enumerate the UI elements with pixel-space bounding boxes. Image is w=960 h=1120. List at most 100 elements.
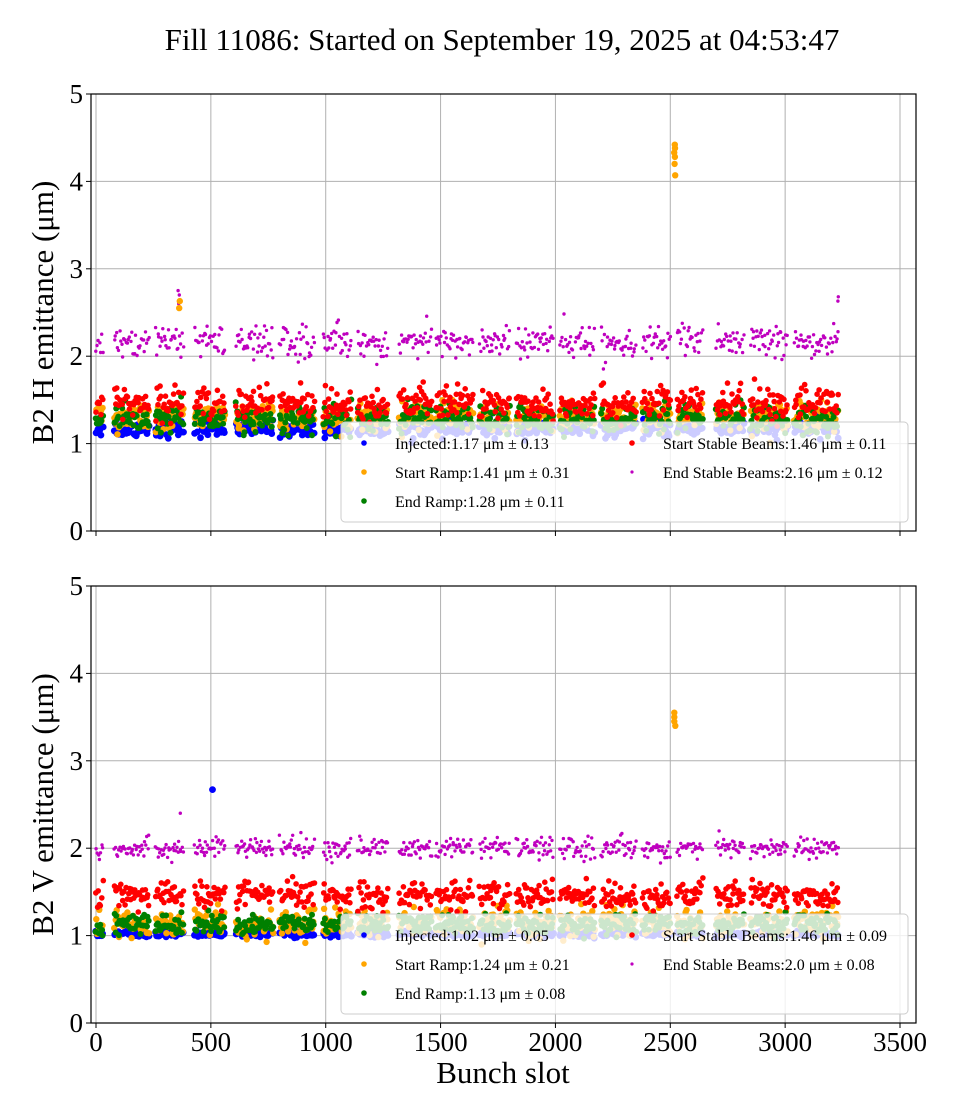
data-point xyxy=(785,333,789,338)
data-point xyxy=(427,902,434,908)
data-point xyxy=(465,885,472,891)
data-point xyxy=(167,346,171,350)
data-point xyxy=(416,384,423,391)
data-point xyxy=(767,411,773,418)
data-point xyxy=(587,396,594,402)
data-point xyxy=(692,346,696,350)
data-point xyxy=(294,403,300,409)
data-point xyxy=(348,886,354,892)
data-point xyxy=(114,431,121,438)
data-point xyxy=(592,326,597,331)
data-point xyxy=(759,408,766,415)
legend-marker xyxy=(361,498,367,504)
data-point xyxy=(591,345,595,349)
data-point xyxy=(462,386,469,392)
data-point xyxy=(491,402,498,408)
data-point xyxy=(442,340,447,345)
data-point xyxy=(450,893,456,900)
data-point xyxy=(721,344,726,348)
data-point xyxy=(737,380,744,387)
data-point xyxy=(192,883,198,889)
data-point xyxy=(221,924,228,931)
data-point xyxy=(590,412,596,419)
data-point xyxy=(779,330,783,334)
data-point xyxy=(428,335,433,339)
data-point xyxy=(373,344,377,348)
data-point xyxy=(156,332,160,336)
data-point xyxy=(680,321,684,325)
data-point xyxy=(419,881,425,887)
data-point xyxy=(417,397,424,403)
data-point xyxy=(335,411,341,418)
data-point xyxy=(157,429,164,436)
data-point xyxy=(620,348,624,352)
data-point xyxy=(662,339,666,343)
data-point xyxy=(412,333,416,337)
data-point xyxy=(161,899,167,906)
data-point xyxy=(268,430,276,437)
data-point xyxy=(113,334,117,338)
data-point xyxy=(309,393,315,399)
data-point xyxy=(166,328,171,332)
data-point xyxy=(294,352,298,356)
data-point xyxy=(667,397,674,404)
data-point xyxy=(697,350,701,355)
data-point xyxy=(311,880,318,886)
data-point xyxy=(199,421,206,427)
data-point xyxy=(823,336,827,340)
data-point xyxy=(831,340,835,345)
data-point xyxy=(811,333,816,337)
data-point xyxy=(751,336,755,340)
data-point xyxy=(440,354,444,359)
data-point xyxy=(406,337,410,341)
data-point xyxy=(263,344,267,348)
data-point xyxy=(167,429,174,436)
data-point xyxy=(490,349,494,353)
data-point xyxy=(816,387,822,393)
data-point xyxy=(239,327,243,332)
outlier-point xyxy=(671,141,678,148)
data-point xyxy=(383,894,390,901)
data-point xyxy=(571,355,576,360)
data-point xyxy=(301,335,306,339)
data-point xyxy=(155,353,159,357)
data-point xyxy=(309,353,313,357)
data-point xyxy=(399,396,406,402)
data-point xyxy=(98,411,104,418)
data-point xyxy=(135,399,141,406)
data-point xyxy=(396,890,402,896)
data-point xyxy=(498,406,505,412)
data-point xyxy=(97,902,104,909)
data-point xyxy=(177,334,182,338)
data-point xyxy=(805,344,809,348)
data-point xyxy=(459,392,466,399)
legend-marker xyxy=(630,470,634,474)
data-point xyxy=(355,403,362,410)
data-point xyxy=(199,883,205,889)
data-point xyxy=(342,401,348,408)
data-point xyxy=(258,332,262,336)
data-point xyxy=(216,349,221,353)
data-point xyxy=(145,930,153,937)
data-point xyxy=(609,342,614,347)
data-point xyxy=(200,339,205,343)
data-point xyxy=(100,332,104,336)
data-point xyxy=(263,938,270,946)
data-point xyxy=(119,339,123,343)
data-point xyxy=(591,395,598,402)
data-point xyxy=(563,337,568,342)
data-point xyxy=(648,407,654,413)
data-point xyxy=(163,338,167,342)
data-point xyxy=(120,355,125,359)
data-point xyxy=(282,419,289,426)
data-point xyxy=(378,348,383,353)
data-point xyxy=(701,328,705,332)
data-point xyxy=(268,423,275,430)
data-point xyxy=(173,336,177,340)
data-point xyxy=(197,403,203,409)
data-point xyxy=(155,401,161,408)
data-point xyxy=(233,403,239,410)
data-point xyxy=(418,334,423,338)
data-point xyxy=(601,367,606,371)
